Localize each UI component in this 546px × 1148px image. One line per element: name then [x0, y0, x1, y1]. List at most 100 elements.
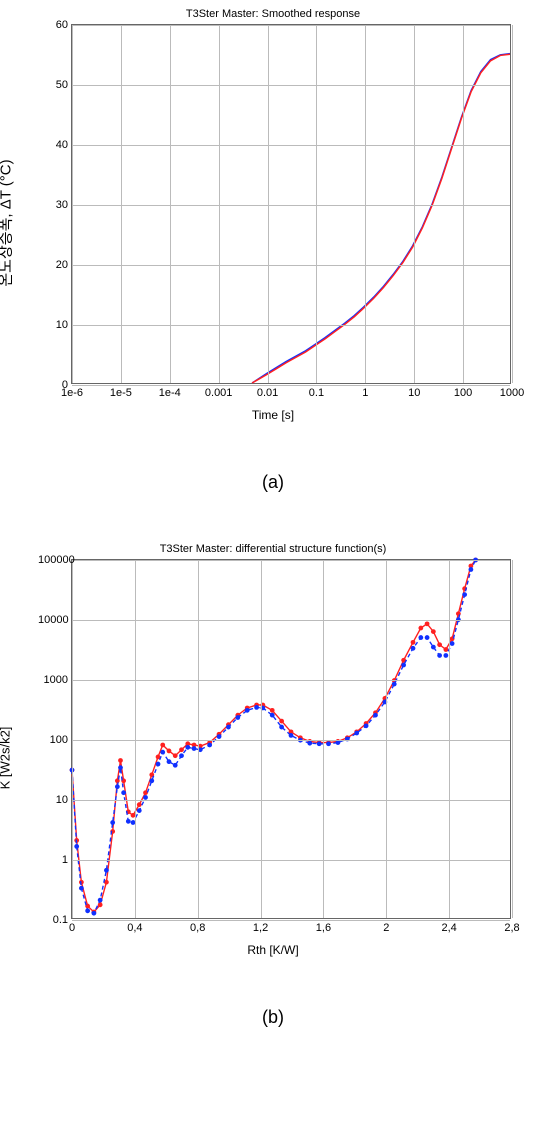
grid-h [72, 680, 510, 681]
series-marker [167, 749, 172, 754]
x-tick-label: 2 [383, 922, 389, 934]
series-marker [79, 886, 84, 891]
series-marker [425, 621, 430, 626]
grid-h [72, 740, 510, 741]
series-marker [307, 741, 312, 746]
y-tick-label: 10 [38, 794, 68, 806]
chart-b-sub-label: (b) [0, 1007, 546, 1028]
chart-a: T3Ster Master: Smoothed response 온도상승폭, … [13, 8, 533, 422]
chart-b-title: T3Ster Master: differential structure fu… [13, 543, 533, 555]
grid-v [512, 25, 513, 383]
series-marker [373, 713, 378, 718]
chart-b-plot-area: 00,40,81,21,622,42,80.111010010001000010… [71, 559, 511, 919]
grid-h [72, 85, 510, 86]
grid-v [261, 560, 262, 918]
grid-h [72, 860, 510, 861]
grid-v [121, 25, 122, 383]
series-marker [443, 647, 448, 652]
grid-v [72, 560, 73, 918]
series-marker [110, 820, 115, 825]
x-tick-label: 1e-5 [110, 387, 132, 399]
chart-a-plot-area: 1e-61e-51e-40.0010.010.11101001000010203… [71, 24, 511, 384]
series-marker [173, 763, 178, 768]
series-marker [431, 645, 436, 650]
series-marker [401, 663, 406, 668]
series-marker [179, 747, 184, 752]
grid-v [219, 25, 220, 383]
x-tick-label: 2,4 [441, 922, 456, 934]
grid-v [135, 560, 136, 918]
grid-h [72, 145, 510, 146]
grid-v [323, 560, 324, 918]
series-marker [450, 641, 455, 646]
series-marker [156, 762, 161, 767]
chart-a-svg [72, 25, 510, 383]
series-marker [354, 731, 359, 736]
series-marker [462, 592, 467, 597]
grid-v [170, 25, 171, 383]
series-marker [121, 790, 126, 795]
series-marker [160, 750, 165, 755]
grid-v [268, 25, 269, 383]
chart-a-x-label: Time [s] [13, 408, 533, 422]
x-tick-label: 1 [362, 387, 368, 399]
series-marker [235, 715, 240, 720]
grid-v [72, 25, 73, 383]
y-tick-label: 10000 [38, 614, 68, 626]
y-tick-label: 60 [38, 19, 68, 31]
series-marker [392, 682, 397, 687]
x-tick-label: 1e-4 [159, 387, 181, 399]
x-tick-label: 0 [69, 922, 75, 934]
series-marker [431, 629, 436, 634]
grid-h [72, 325, 510, 326]
y-tick-label: 100000 [38, 554, 68, 566]
grid-v [463, 25, 464, 383]
grid-v [386, 560, 387, 918]
y-tick-label: 1000 [38, 674, 68, 686]
series-marker [173, 753, 178, 758]
y-tick-label: 40 [38, 139, 68, 151]
series-marker [74, 844, 79, 849]
series-line [252, 54, 510, 383]
series-marker [137, 808, 142, 813]
series-marker [149, 778, 154, 783]
series-marker [418, 626, 423, 631]
grid-h [72, 920, 510, 921]
series-marker [160, 743, 165, 748]
series-marker [104, 868, 109, 873]
series-marker [270, 713, 275, 718]
y-tick-label: 50 [38, 79, 68, 91]
grid-h [72, 205, 510, 206]
series-marker [279, 725, 284, 730]
series-marker [364, 723, 369, 728]
grid-h [72, 265, 510, 266]
x-tick-label: 0.1 [309, 387, 324, 399]
chart-b: T3Ster Master: differential structure fu… [13, 543, 533, 957]
series-marker [217, 734, 222, 739]
y-tick-label: 100 [38, 734, 68, 746]
series-marker [192, 746, 197, 751]
series-line [252, 54, 510, 383]
series-marker [126, 819, 131, 824]
series-marker [425, 635, 430, 640]
grid-h [72, 560, 510, 561]
chart-a-plot-wrap: 온도상승폭, ΔT (°C) 1e-61e-51e-40.0010.010.11… [13, 24, 533, 422]
series-marker [118, 765, 123, 770]
series-marker [289, 733, 294, 738]
series-marker [418, 635, 423, 640]
series-marker [254, 705, 259, 710]
series-marker [98, 898, 103, 903]
series-marker [245, 708, 250, 713]
grid-h [72, 620, 510, 621]
series-marker [317, 741, 322, 746]
grid-h [72, 800, 510, 801]
chart-b-x-label: Rth [K/W] [13, 943, 533, 957]
chart-b-y-label: K [W2s/k2] [0, 727, 13, 790]
series-marker [92, 911, 97, 916]
x-tick-label: 1000 [500, 387, 524, 399]
grid-v [198, 560, 199, 918]
series-marker [279, 719, 284, 724]
x-tick-label: 0,8 [190, 922, 205, 934]
series-marker [85, 908, 90, 913]
y-tick-label: 20 [38, 259, 68, 271]
